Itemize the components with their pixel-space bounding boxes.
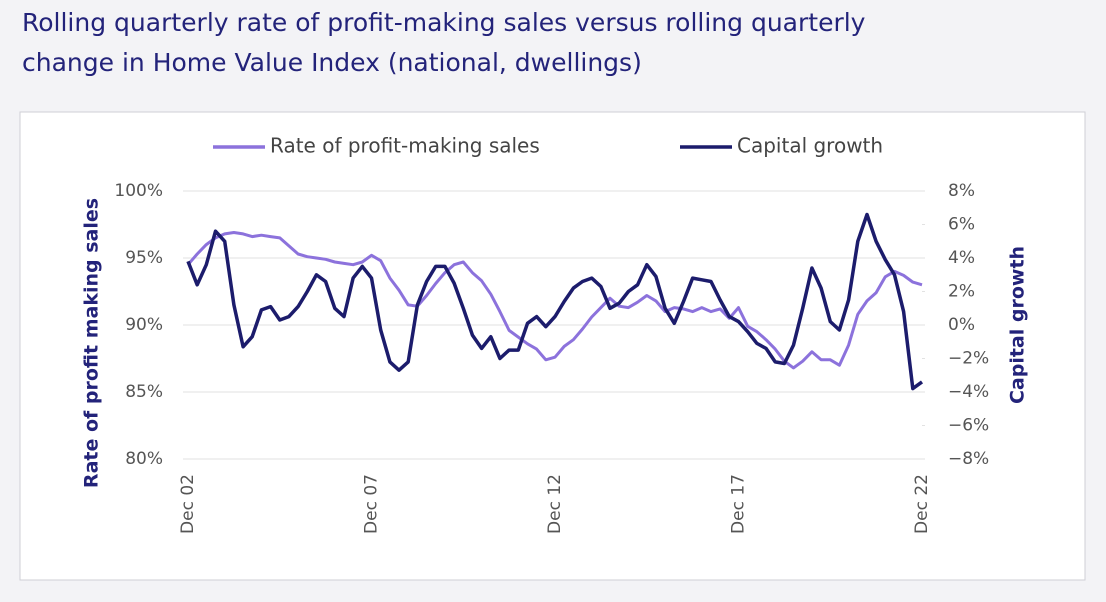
y2-tick-label: −4% xyxy=(948,382,989,402)
y2-tick-label: −8% xyxy=(948,449,989,469)
y2-axis-label: Capital growth xyxy=(1007,246,1029,404)
x-tick-label: Dec 17 xyxy=(729,474,749,534)
y-tick-label: 85% xyxy=(125,382,163,402)
x-tick-label: Dec 22 xyxy=(912,474,932,534)
x-tick-label: Dec 12 xyxy=(545,474,565,534)
series-line xyxy=(186,212,924,391)
legend-label: Rate of profit-making sales xyxy=(270,134,540,158)
y2-tick-label: 2% xyxy=(948,282,975,302)
y-tick-label: 80% xyxy=(125,449,163,469)
y2-tick-label: −6% xyxy=(948,416,989,436)
y2-tick-label: 4% xyxy=(948,248,975,268)
x-tick-label: Dec 02 xyxy=(178,474,198,534)
chart-title: change in Home Value Index (national, dw… xyxy=(22,48,642,77)
y-tick-label: 95% xyxy=(125,248,163,268)
y-tick-label: 100% xyxy=(114,181,163,201)
y2-tick-label: 8% xyxy=(948,181,975,201)
series-line xyxy=(186,231,923,370)
y2-tick-label: −2% xyxy=(948,349,989,369)
chart-title: Rolling quarterly rate of profit-making … xyxy=(22,8,866,37)
y2-tick-label: 0% xyxy=(948,315,975,335)
legend-label: Capital growth xyxy=(737,134,883,158)
y-axis-label: Rate of profit making sales xyxy=(81,198,103,488)
x-tick-label: Dec 07 xyxy=(362,474,382,534)
y-tick-label: 90% xyxy=(125,315,163,335)
y2-tick-label: 6% xyxy=(948,215,975,235)
